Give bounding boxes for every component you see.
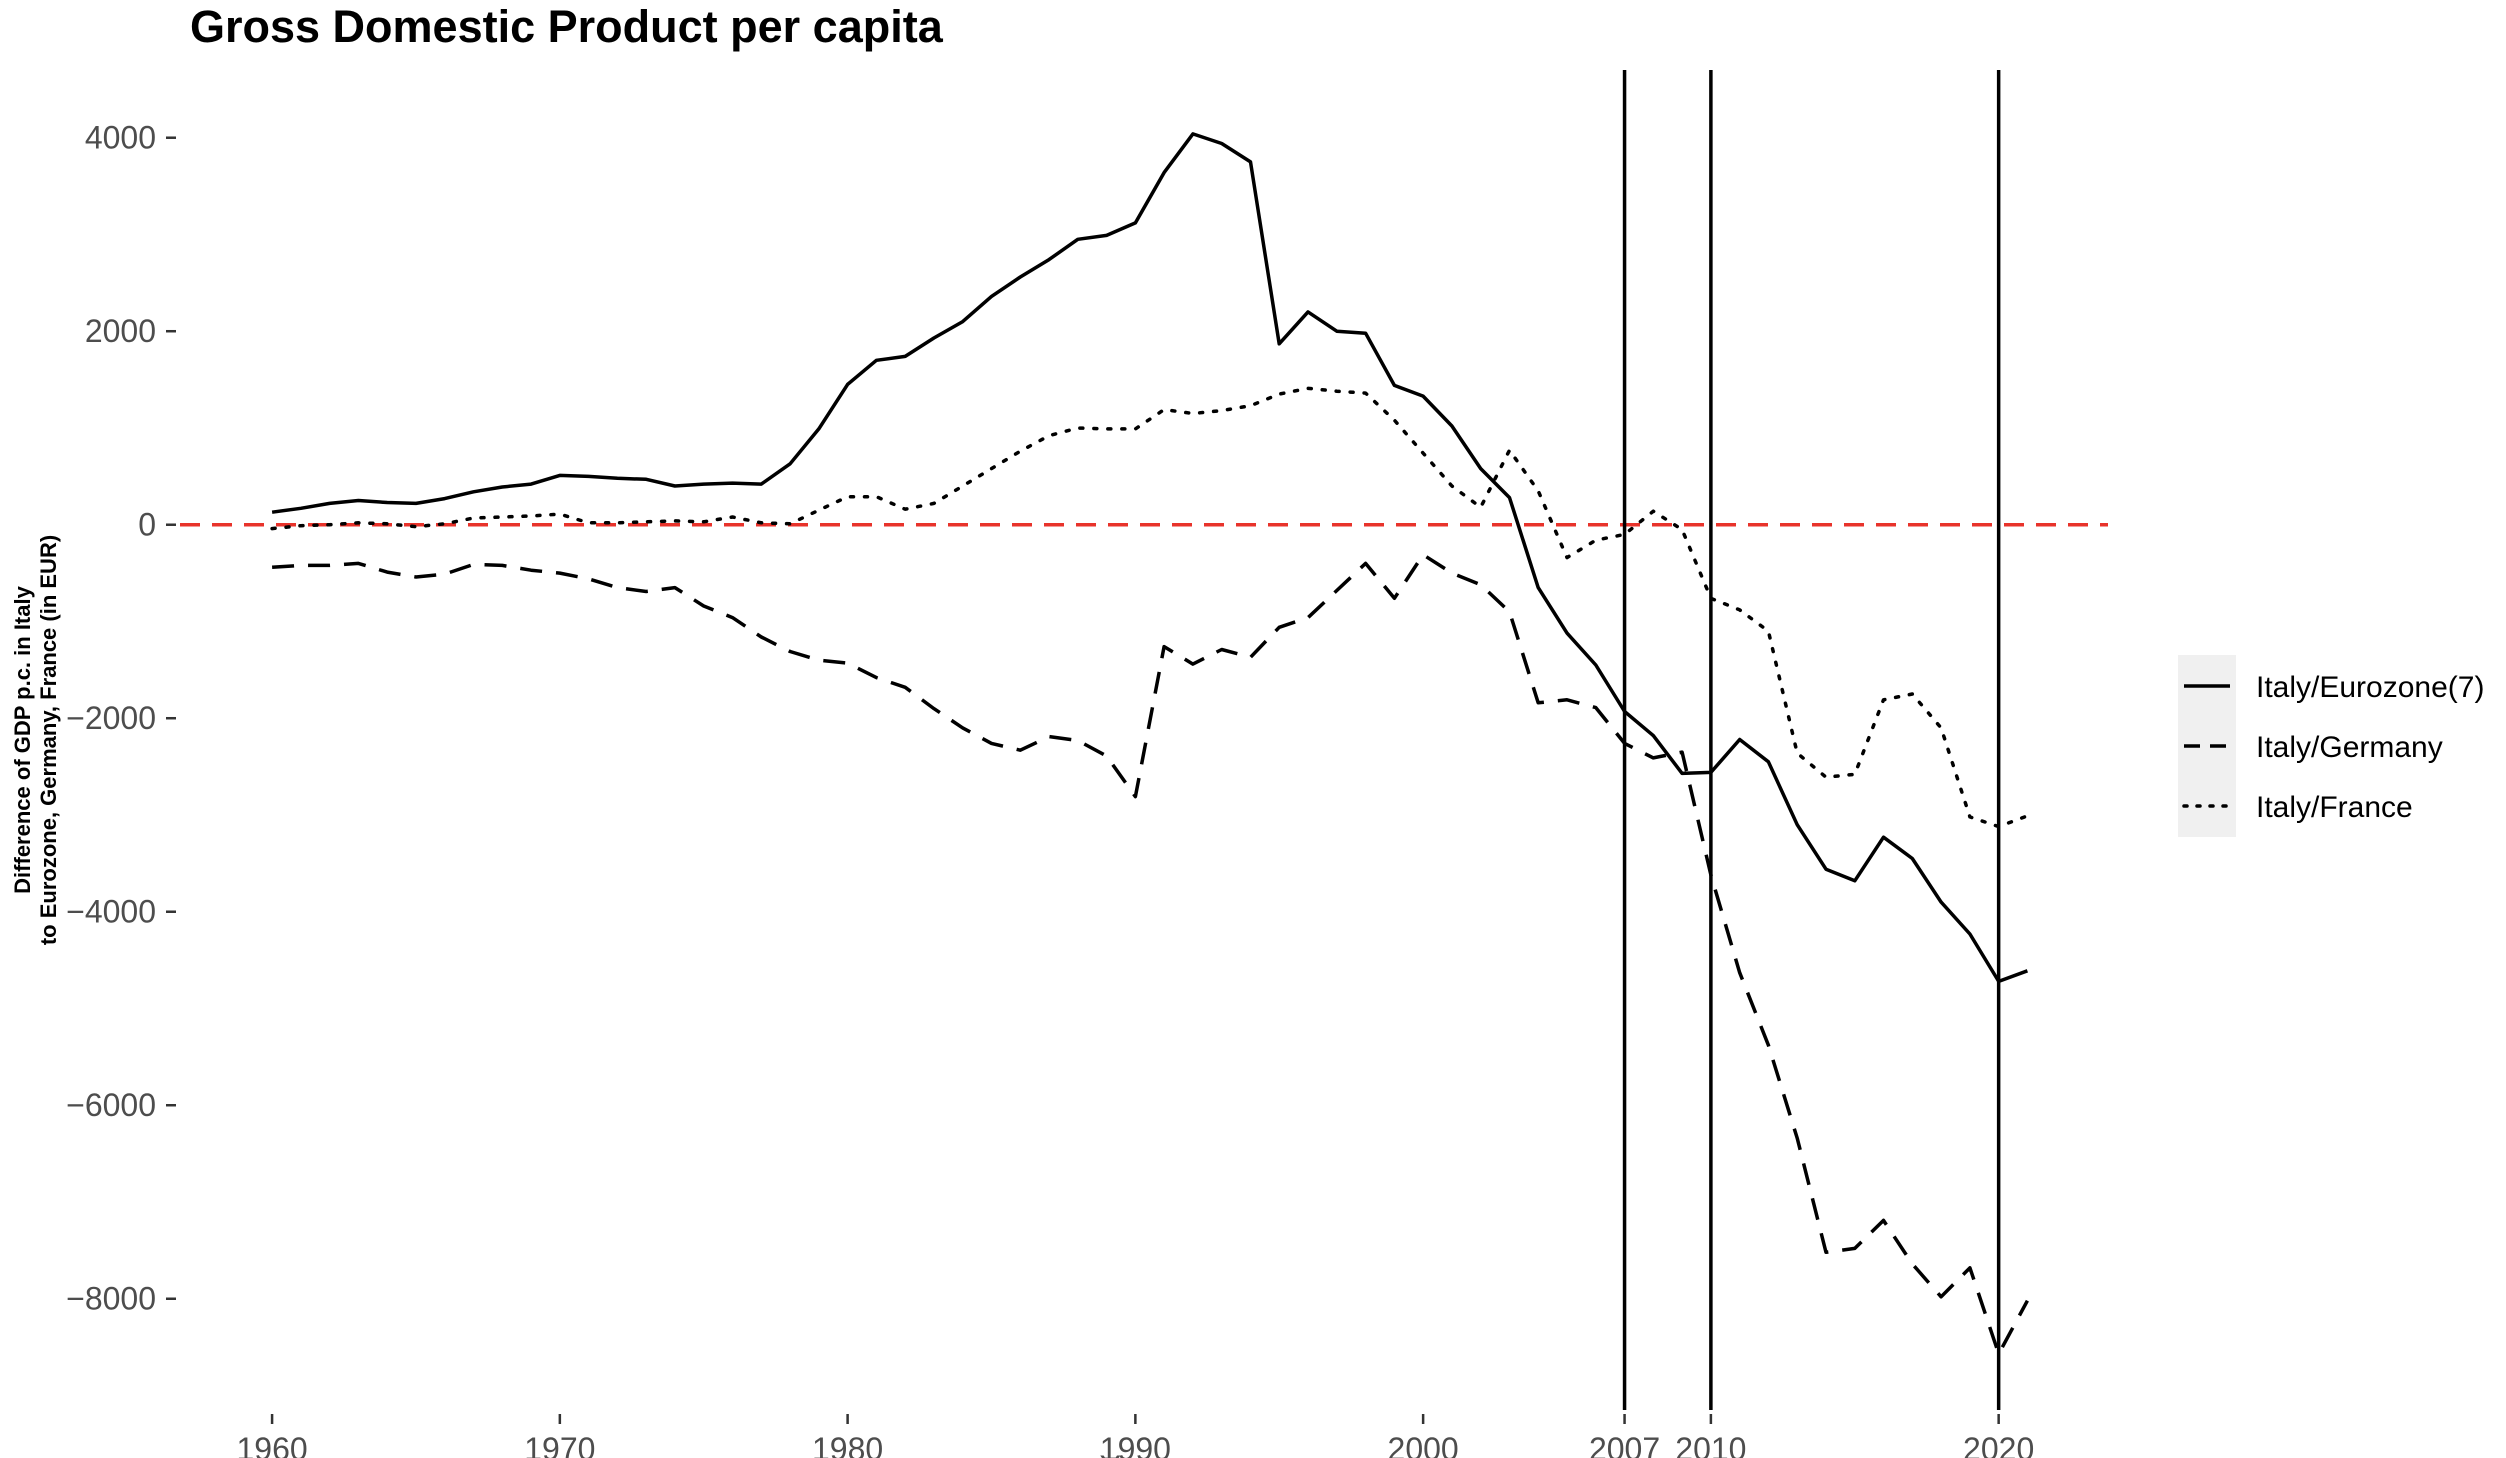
y-tick-label: −8000 (66, 1281, 156, 1317)
legend: Italy/Eurozone(7) Italy/Germany Italy/Fran… (2178, 655, 2484, 837)
legend-label: Italy/France (2256, 791, 2413, 824)
y-tick-label: 0 (138, 507, 156, 543)
x-axis: 1960 1970 1980 1990 2000 2007 2010 2020 (236, 1414, 2034, 1458)
legend-label: Italy/Eurozone(7) (2256, 671, 2484, 704)
x-tick-label: 1970 (524, 1431, 595, 1458)
x-axis-title: Year (1100, 1449, 1165, 1458)
chart-title: Gross Domestic Product per capita (190, 1, 944, 52)
x-tick-label: 1960 (236, 1431, 307, 1458)
x-tick-label: 2000 (1388, 1431, 1459, 1458)
y-axis: 4000 2000 0 −2000 −4000 −6000 −8000 (66, 120, 176, 1317)
y-tick-label: −6000 (66, 1087, 156, 1123)
x-tick-label: 1980 (812, 1431, 883, 1458)
legend-label: Italy/Germany (2256, 731, 2443, 764)
y-axis-title: Difference of GDP p.c. in Italy to Euroz… (10, 535, 61, 945)
series-layer (270, 132, 2030, 1356)
series-line-dotted (270, 386, 2030, 829)
y-tick-label: −4000 (66, 894, 156, 930)
x-tick-label: 1990 (1100, 1431, 1171, 1458)
series-line-dashed (271, 552, 2029, 1356)
x-tick-label: 2020 (1963, 1431, 2034, 1458)
y-tick-label: 2000 (85, 313, 156, 349)
vertical-lines-layer (1622, 70, 2001, 1410)
x-tick-label: 2010 (1675, 1431, 1746, 1458)
y-axis-title-line1: Difference of GDP p.c. in Italy (10, 585, 35, 893)
y-axis-title-line2: to Eurozone, Germany, France (in EUR) (36, 535, 61, 945)
series-line-solid (271, 132, 2029, 984)
x-tick-label: 2007 (1589, 1431, 1660, 1458)
y-tick-label: 4000 (85, 120, 156, 156)
y-tick-label: −2000 (66, 700, 156, 736)
